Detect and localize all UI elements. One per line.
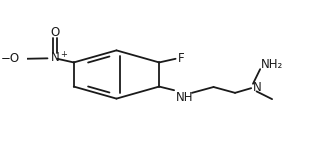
Text: NH: NH	[176, 91, 193, 104]
Text: F: F	[177, 52, 184, 65]
Text: N: N	[51, 51, 59, 64]
Text: O: O	[50, 26, 60, 39]
Text: −O: −O	[0, 52, 19, 65]
Text: +: +	[60, 50, 67, 59]
Text: N: N	[253, 81, 261, 94]
Text: NH₂: NH₂	[261, 58, 284, 71]
